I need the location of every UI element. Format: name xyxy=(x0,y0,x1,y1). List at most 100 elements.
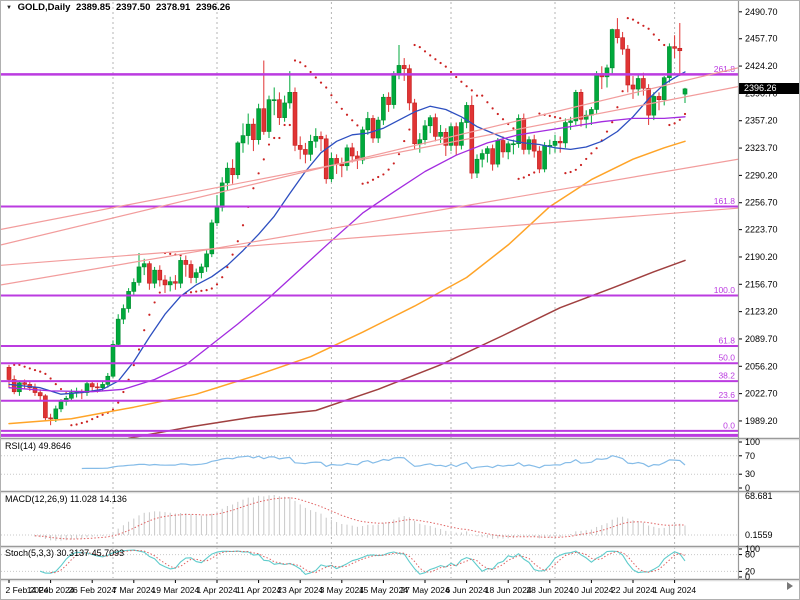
candle-body xyxy=(69,392,74,399)
candle-body xyxy=(53,408,59,419)
candle-body xyxy=(199,266,204,273)
macd-signal-line xyxy=(34,497,686,540)
sar-dot xyxy=(465,85,468,88)
price-tick-label: 2022.70 xyxy=(745,389,778,399)
stoch-tick-label: 0 xyxy=(745,572,750,582)
sar-dot xyxy=(28,367,31,370)
candle-body xyxy=(95,386,100,389)
candle-body xyxy=(235,142,241,176)
candle-body xyxy=(48,417,53,420)
candle xyxy=(583,110,589,129)
candle xyxy=(141,258,147,276)
trend-line[interactable] xyxy=(1,86,738,230)
candle-body xyxy=(131,282,137,292)
candle-body xyxy=(531,139,537,152)
sar-dot xyxy=(647,27,650,30)
stochastic-panel[interactable] xyxy=(1,549,738,575)
ma-fast-blue xyxy=(8,71,686,395)
candle-body xyxy=(318,136,324,140)
fib-label: 261.8 xyxy=(714,64,736,74)
sar-dot xyxy=(616,106,619,109)
candle-body xyxy=(464,105,469,123)
candle xyxy=(667,43,672,83)
candle xyxy=(37,389,43,400)
macd-tick-label: 0.1559 xyxy=(745,530,773,540)
sar-dot xyxy=(262,158,265,161)
sar-dot xyxy=(611,121,614,124)
macd-panel[interactable] xyxy=(1,495,738,541)
candle xyxy=(557,136,563,153)
candle xyxy=(511,139,516,155)
candle xyxy=(656,92,662,111)
price-tick-label: 2323.70 xyxy=(745,143,778,153)
sar-dot xyxy=(512,127,515,130)
price-tick-label: 2457.70 xyxy=(745,34,778,44)
candle xyxy=(162,275,168,294)
main-plot-area[interactable]: 261.8 161.8 100.0 61.8 50.0 38.2 23.6 0.0 xyxy=(1,16,738,439)
candle-body xyxy=(490,148,495,165)
candle-body xyxy=(344,147,350,167)
sar-dot xyxy=(403,139,406,143)
candle xyxy=(261,60,267,135)
candle-body xyxy=(672,46,677,49)
trend-line[interactable] xyxy=(1,207,738,266)
candle-body xyxy=(157,269,163,281)
sar-dot xyxy=(236,240,239,243)
candle-body xyxy=(266,99,272,132)
candle xyxy=(407,64,412,111)
candle-body xyxy=(583,114,589,120)
sar-dot xyxy=(361,182,364,185)
rsi-tick-label: 70 xyxy=(745,451,755,461)
sar-dot xyxy=(652,33,655,36)
candle-body xyxy=(6,366,12,380)
trend-line[interactable] xyxy=(1,67,738,246)
candle-body xyxy=(391,73,397,105)
candle-body xyxy=(635,78,641,90)
candle-body xyxy=(552,140,558,146)
sar-dot xyxy=(153,301,156,304)
candle xyxy=(537,146,542,174)
sar-dot xyxy=(91,418,94,421)
sar-dot xyxy=(143,329,146,332)
candle-body xyxy=(89,383,95,388)
axis-corner-handle[interactable] xyxy=(787,582,793,590)
collapse-icon[interactable]: ▼ xyxy=(6,5,12,11)
price-axis[interactable]: 2490.702457.702424.202390.702357.202323.… xyxy=(739,7,778,582)
sar-dot xyxy=(356,124,359,127)
candle-body xyxy=(349,147,355,157)
sar-dot xyxy=(148,313,151,316)
candle xyxy=(287,71,293,109)
candle xyxy=(136,253,142,286)
sar-dot xyxy=(533,171,536,174)
sar-dot xyxy=(595,147,598,150)
candle-body xyxy=(261,108,267,132)
sar-dot xyxy=(18,363,21,366)
sar-dot xyxy=(605,130,609,133)
sar-dot xyxy=(668,123,671,127)
date-tick-label: 19 Mar 2024 xyxy=(152,585,200,595)
candle-body xyxy=(381,96,386,121)
candle-body xyxy=(620,37,625,50)
sar-dot xyxy=(663,43,666,47)
sar-dot xyxy=(49,377,52,380)
sar-dot xyxy=(158,291,161,294)
sar-dot xyxy=(59,387,63,391)
candle xyxy=(89,381,95,392)
candle xyxy=(235,141,241,179)
candle-body xyxy=(277,99,282,118)
candle xyxy=(271,87,277,116)
rsi-panel[interactable] xyxy=(1,455,738,475)
candle xyxy=(563,118,568,148)
candle xyxy=(339,157,345,178)
stoch-tick-label: 20 xyxy=(745,566,755,576)
candle xyxy=(438,124,443,143)
trend-line[interactable] xyxy=(1,158,738,286)
price-tick-label: 2424.20 xyxy=(745,61,778,71)
candle xyxy=(209,219,215,258)
date-tick-label: 10 Jul 2024 xyxy=(569,585,613,595)
candle xyxy=(297,136,303,160)
candle-body xyxy=(188,264,194,278)
sar-dot xyxy=(221,276,224,279)
